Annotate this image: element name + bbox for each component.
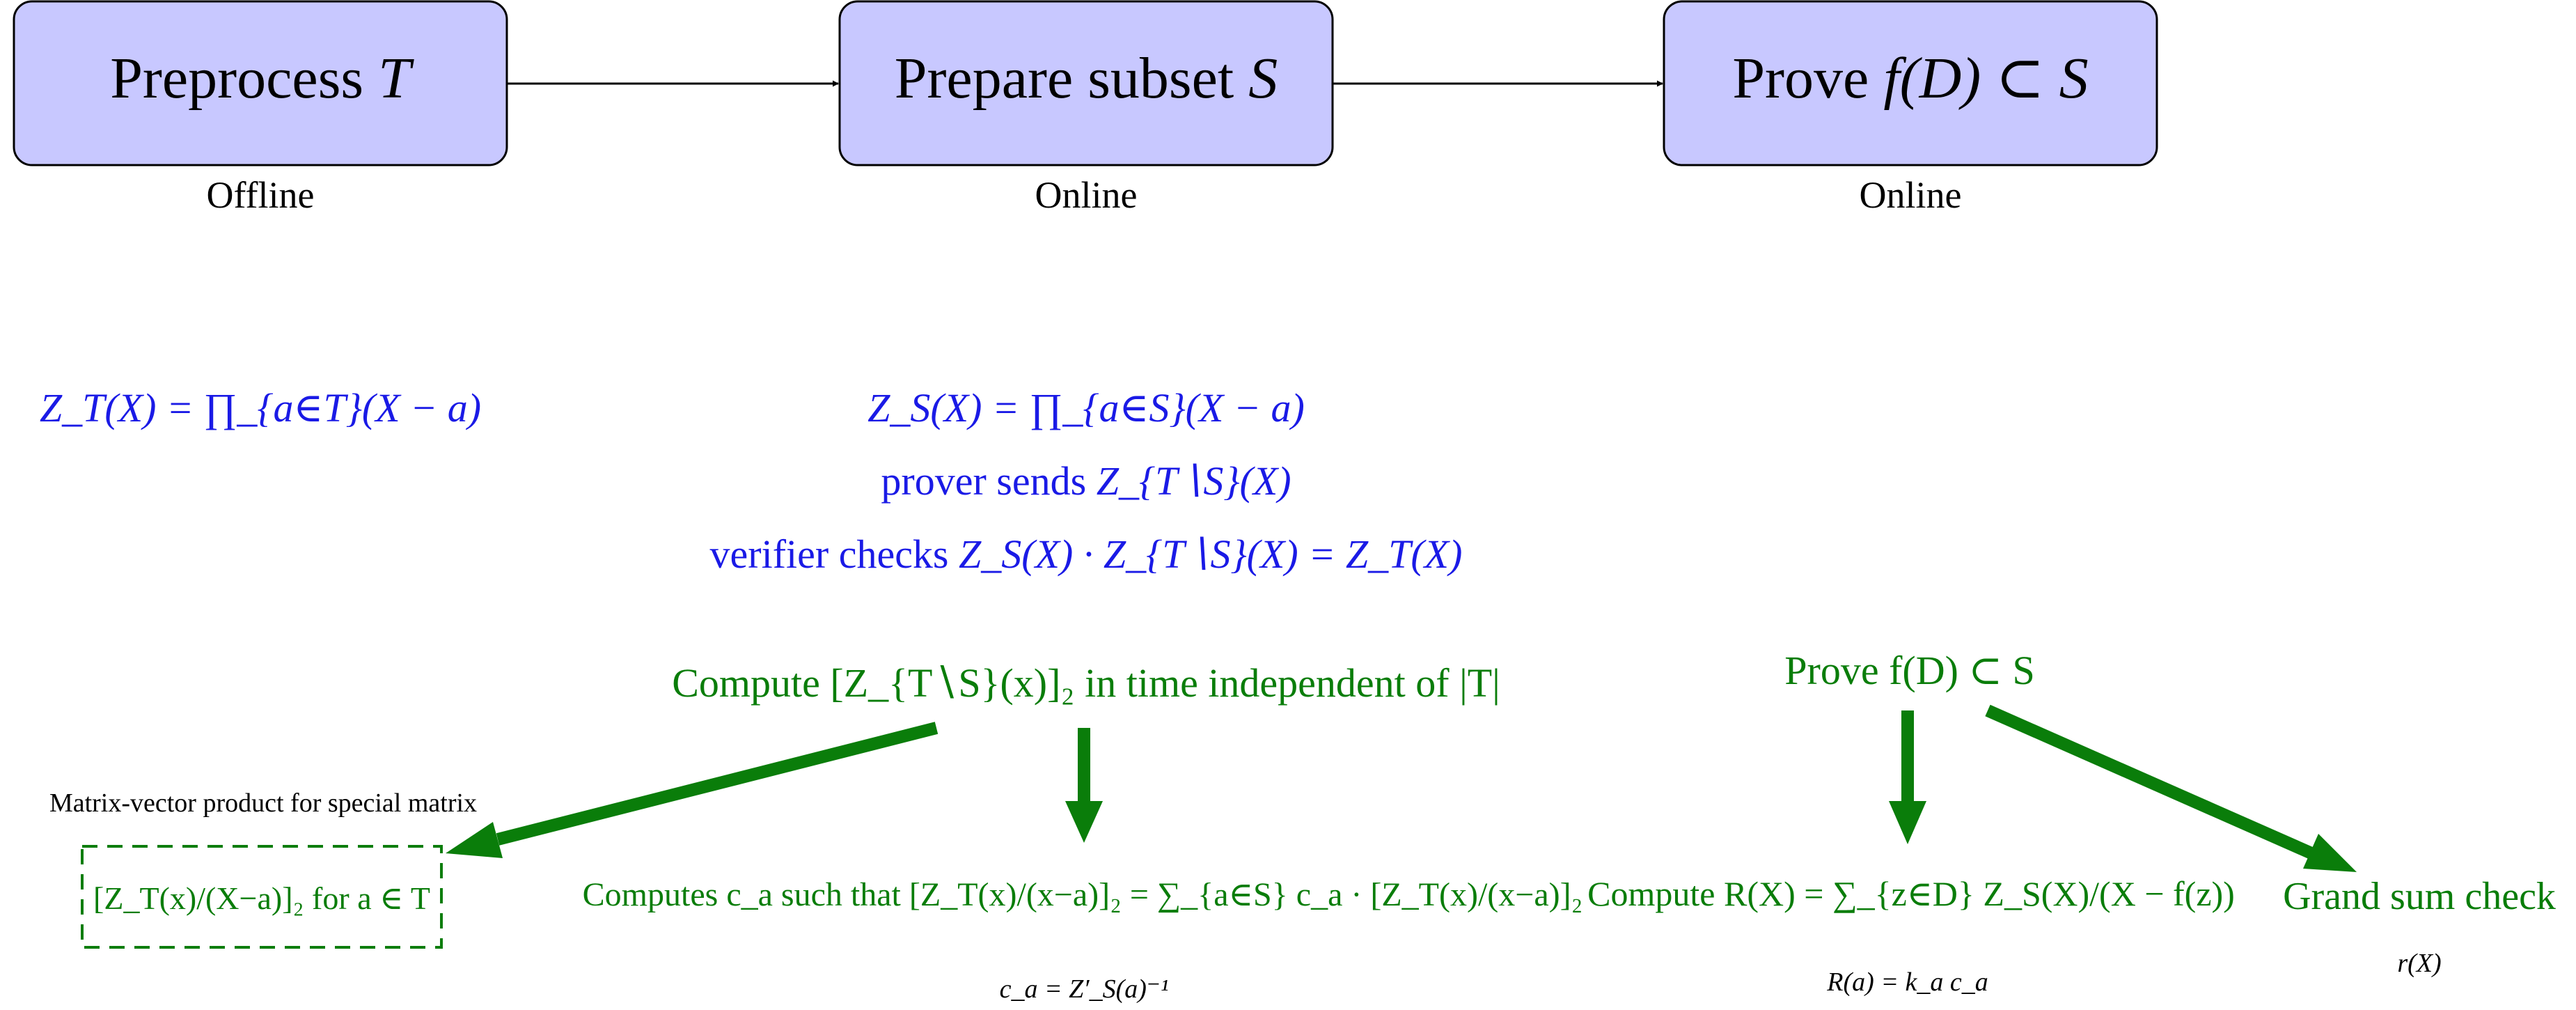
compute-title: Compute [Z_{T∖S}(x)]₂ in time independen… [672, 660, 1500, 706]
caption-online-1: Online [1035, 174, 1138, 216]
caption-online-2: Online [1860, 174, 1962, 216]
green-arrow-to-left-box [446, 722, 938, 858]
grand-sum-check: Grand sum check [2283, 875, 2556, 918]
formula-verifier: verifier checks Z_S(X) · Z_{T∖S}(X) = Z_… [710, 531, 1463, 577]
svg-text:Prepare subset S: Prepare subset S [895, 46, 1278, 111]
box-preprocess: Preprocess T [13, 0, 508, 166]
matrix-vector-label: Matrix-vector product for special matrix [49, 788, 477, 818]
compute-r-note: R(a) = k_a c_a [1826, 968, 1988, 997]
center-computes: Computes c_a such that [Z_T(x)/(x−a)]₂ =… [583, 876, 1583, 913]
left-dashed-box [81, 845, 443, 949]
green-arrow-to-compute-r [1889, 710, 1926, 844]
prove-title: Prove f(D) ⊂ S [1784, 648, 2035, 693]
box-prepare-subset: Prepare subset S [838, 0, 1334, 166]
box-prove: Prove f(D) ⊂ S [1663, 0, 2158, 166]
formula-prover: prover sends Z_{T∖S}(X) [881, 458, 1291, 504]
formula-zt: Z_T(X) = ∏_{a∈T}(X − a) [40, 385, 481, 430]
green-arrow-to-center [1065, 728, 1103, 843]
center-note: c_a = Z′_S(a)⁻¹ [1000, 974, 1169, 1004]
svg-text:Prove f(D) ⊂ S: Prove f(D) ⊂ S [1732, 46, 2088, 111]
green-arrow-to-grand-sum [1985, 704, 2357, 872]
left-box-formula: [Z_T(x)/(X−a)]₂ for a ∈ T [93, 880, 430, 916]
svg-text:Preprocess T: Preprocess T [110, 46, 414, 111]
caption-offline: Offline [207, 174, 315, 216]
grand-sum-note: r(X) [2397, 949, 2441, 978]
formula-zs: Z_S(X) = ∏_{a∈S}(X − a) [867, 385, 1305, 430]
compute-r-formula: Compute R(X) = ∑_{z∈D} Z_S(X)/(X − f(z)) [1587, 874, 2235, 913]
